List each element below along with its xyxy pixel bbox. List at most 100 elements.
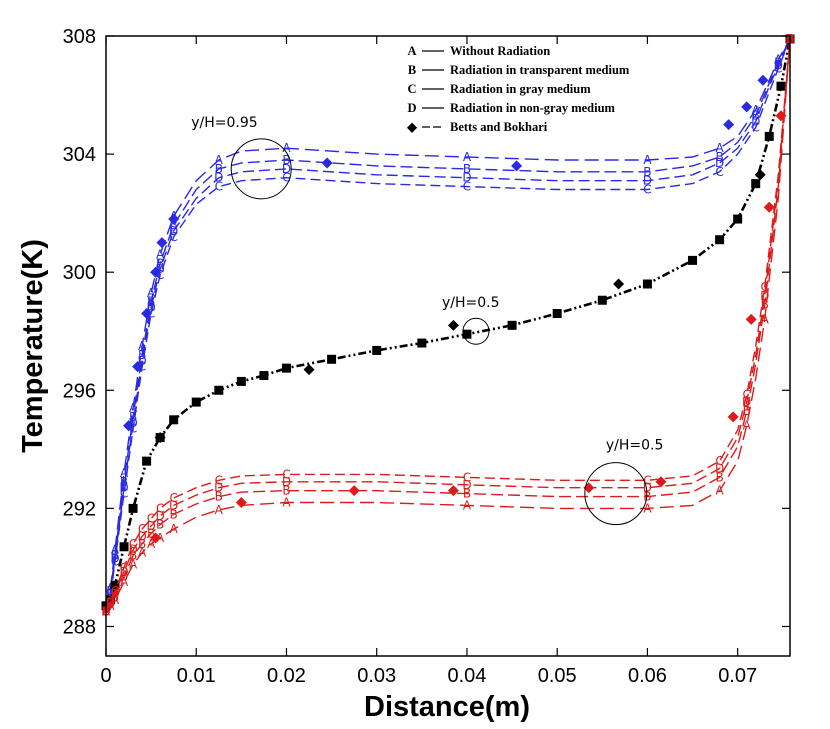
data-point-A: A [463, 150, 472, 164]
legend-item: B Radiation in transparent medium [408, 63, 630, 77]
data-point-B: B [282, 484, 290, 498]
data-point-diamond [741, 101, 753, 113]
legend-label: Radiation in non-gray medium [450, 101, 616, 115]
y-tick-label: 304 [63, 144, 96, 166]
data-point-B: B [715, 470, 723, 484]
x-axis-title: Distance(m) [364, 691, 530, 723]
data-point-square [191, 397, 201, 407]
data-point-D: D [214, 171, 223, 185]
x-tick-label: 0.03 [357, 665, 396, 687]
data-point-D: D [128, 416, 137, 430]
data-point-diamond [727, 411, 739, 423]
data-point-C: C [742, 388, 750, 402]
data-point-square [236, 376, 246, 386]
data-point-A: A [743, 419, 752, 433]
series-line [105, 38, 791, 609]
data-point-square [462, 329, 472, 339]
data-point-C: C [643, 473, 651, 487]
data-point-diamond [141, 308, 153, 320]
data-point-A: A [282, 141, 291, 155]
data-point-A: A [138, 546, 147, 560]
data-point-C: C [169, 491, 177, 505]
data-point-diamond [154, 432, 166, 444]
data-point-A: A [716, 484, 725, 498]
data-point-B: B [147, 526, 155, 540]
plot-frame [105, 35, 791, 657]
legend-item: C Radiation in gray medium [407, 82, 591, 96]
data-point-B: B [147, 295, 155, 309]
data-point-A: A [156, 247, 165, 261]
data-point-D: D [146, 519, 155, 533]
data-point-diamond [775, 110, 787, 122]
data-point-diamond [168, 213, 180, 225]
data-point-D: D [128, 543, 137, 557]
annotation-label: y/H=0.5 [606, 438, 664, 454]
data-point-D: D [214, 481, 223, 495]
series-line [105, 38, 791, 610]
data-point-A: A [120, 466, 129, 480]
y-tick-label: 292 [63, 498, 96, 520]
data-point-B: B [752, 109, 760, 123]
data-point-diamond [150, 532, 162, 544]
legend-item: A Without Radiation [407, 44, 550, 58]
data-point-C: C [156, 268, 164, 282]
data-point-D: D [462, 478, 471, 492]
data-point-A: A [215, 503, 224, 517]
x-tick-label: 0.06 [628, 665, 667, 687]
data-point-C: C [169, 230, 177, 244]
data-point-C: C [463, 180, 471, 194]
data-point-B: B [643, 165, 651, 179]
data-point-D: D [169, 498, 178, 512]
y-tick-label: 308 [63, 26, 96, 48]
data-point-A: A [282, 495, 291, 509]
data-point-C: C [111, 584, 119, 598]
data-point-C: C [138, 522, 146, 536]
data-point-diamond [235, 496, 247, 508]
data-point-A: A [774, 53, 783, 67]
data-point-B: B [170, 507, 178, 521]
group-1 [101, 34, 795, 611]
data-point-C: C [215, 473, 223, 487]
data-point-square [281, 363, 291, 373]
data-point-diamond [757, 74, 769, 86]
data-point-A: A [215, 153, 224, 167]
data-point-C: C [761, 280, 769, 294]
data-point-diamond [723, 119, 735, 131]
annotation-circle [230, 138, 292, 200]
axis-ticks: 0 0.01 0.02 0.03 0.04 0.05 0.06 0.07 288 292 296 30… [63, 26, 790, 687]
data-point-D: D [146, 301, 155, 315]
data-point-C: C [111, 555, 119, 569]
data-point-square [688, 255, 698, 265]
data-point-square [259, 371, 269, 381]
legend-item: D Radiation in non-gray medium [407, 101, 615, 115]
data-point-square [642, 279, 652, 289]
data-point-diamond [321, 157, 333, 169]
data-point-square [733, 214, 743, 224]
data-point-B: B [715, 150, 723, 164]
data-point-B: B [774, 56, 782, 70]
data-point-diamond [150, 266, 162, 278]
x-tick-label: 0.07 [718, 665, 757, 687]
data-point-B: B [215, 162, 223, 176]
data-point-D: D [643, 481, 652, 495]
data-point-B: B [129, 410, 137, 424]
data-point-diamond [348, 485, 360, 497]
data-point-A: A [761, 312, 770, 326]
series-line [105, 38, 791, 613]
data-point-A: A [129, 557, 138, 571]
data-point-diamond [613, 278, 625, 290]
data-point-C: C [463, 470, 471, 484]
data-point-B: B [111, 590, 119, 604]
data-point-diamond [447, 485, 459, 497]
data-point-B: B [215, 490, 223, 504]
x-tick-label: 0.01 [177, 665, 216, 687]
data-point-D: D [774, 59, 783, 73]
data-point-A: A [147, 537, 156, 551]
data-point-B: B [138, 537, 146, 551]
x-tick-label: 0.05 [538, 665, 577, 687]
data-point-C: C [120, 487, 128, 501]
data-point-B: B [743, 404, 751, 418]
legend-marker: C [407, 82, 416, 96]
data-point-A: A [138, 339, 147, 353]
data-point-B: B [463, 487, 471, 501]
